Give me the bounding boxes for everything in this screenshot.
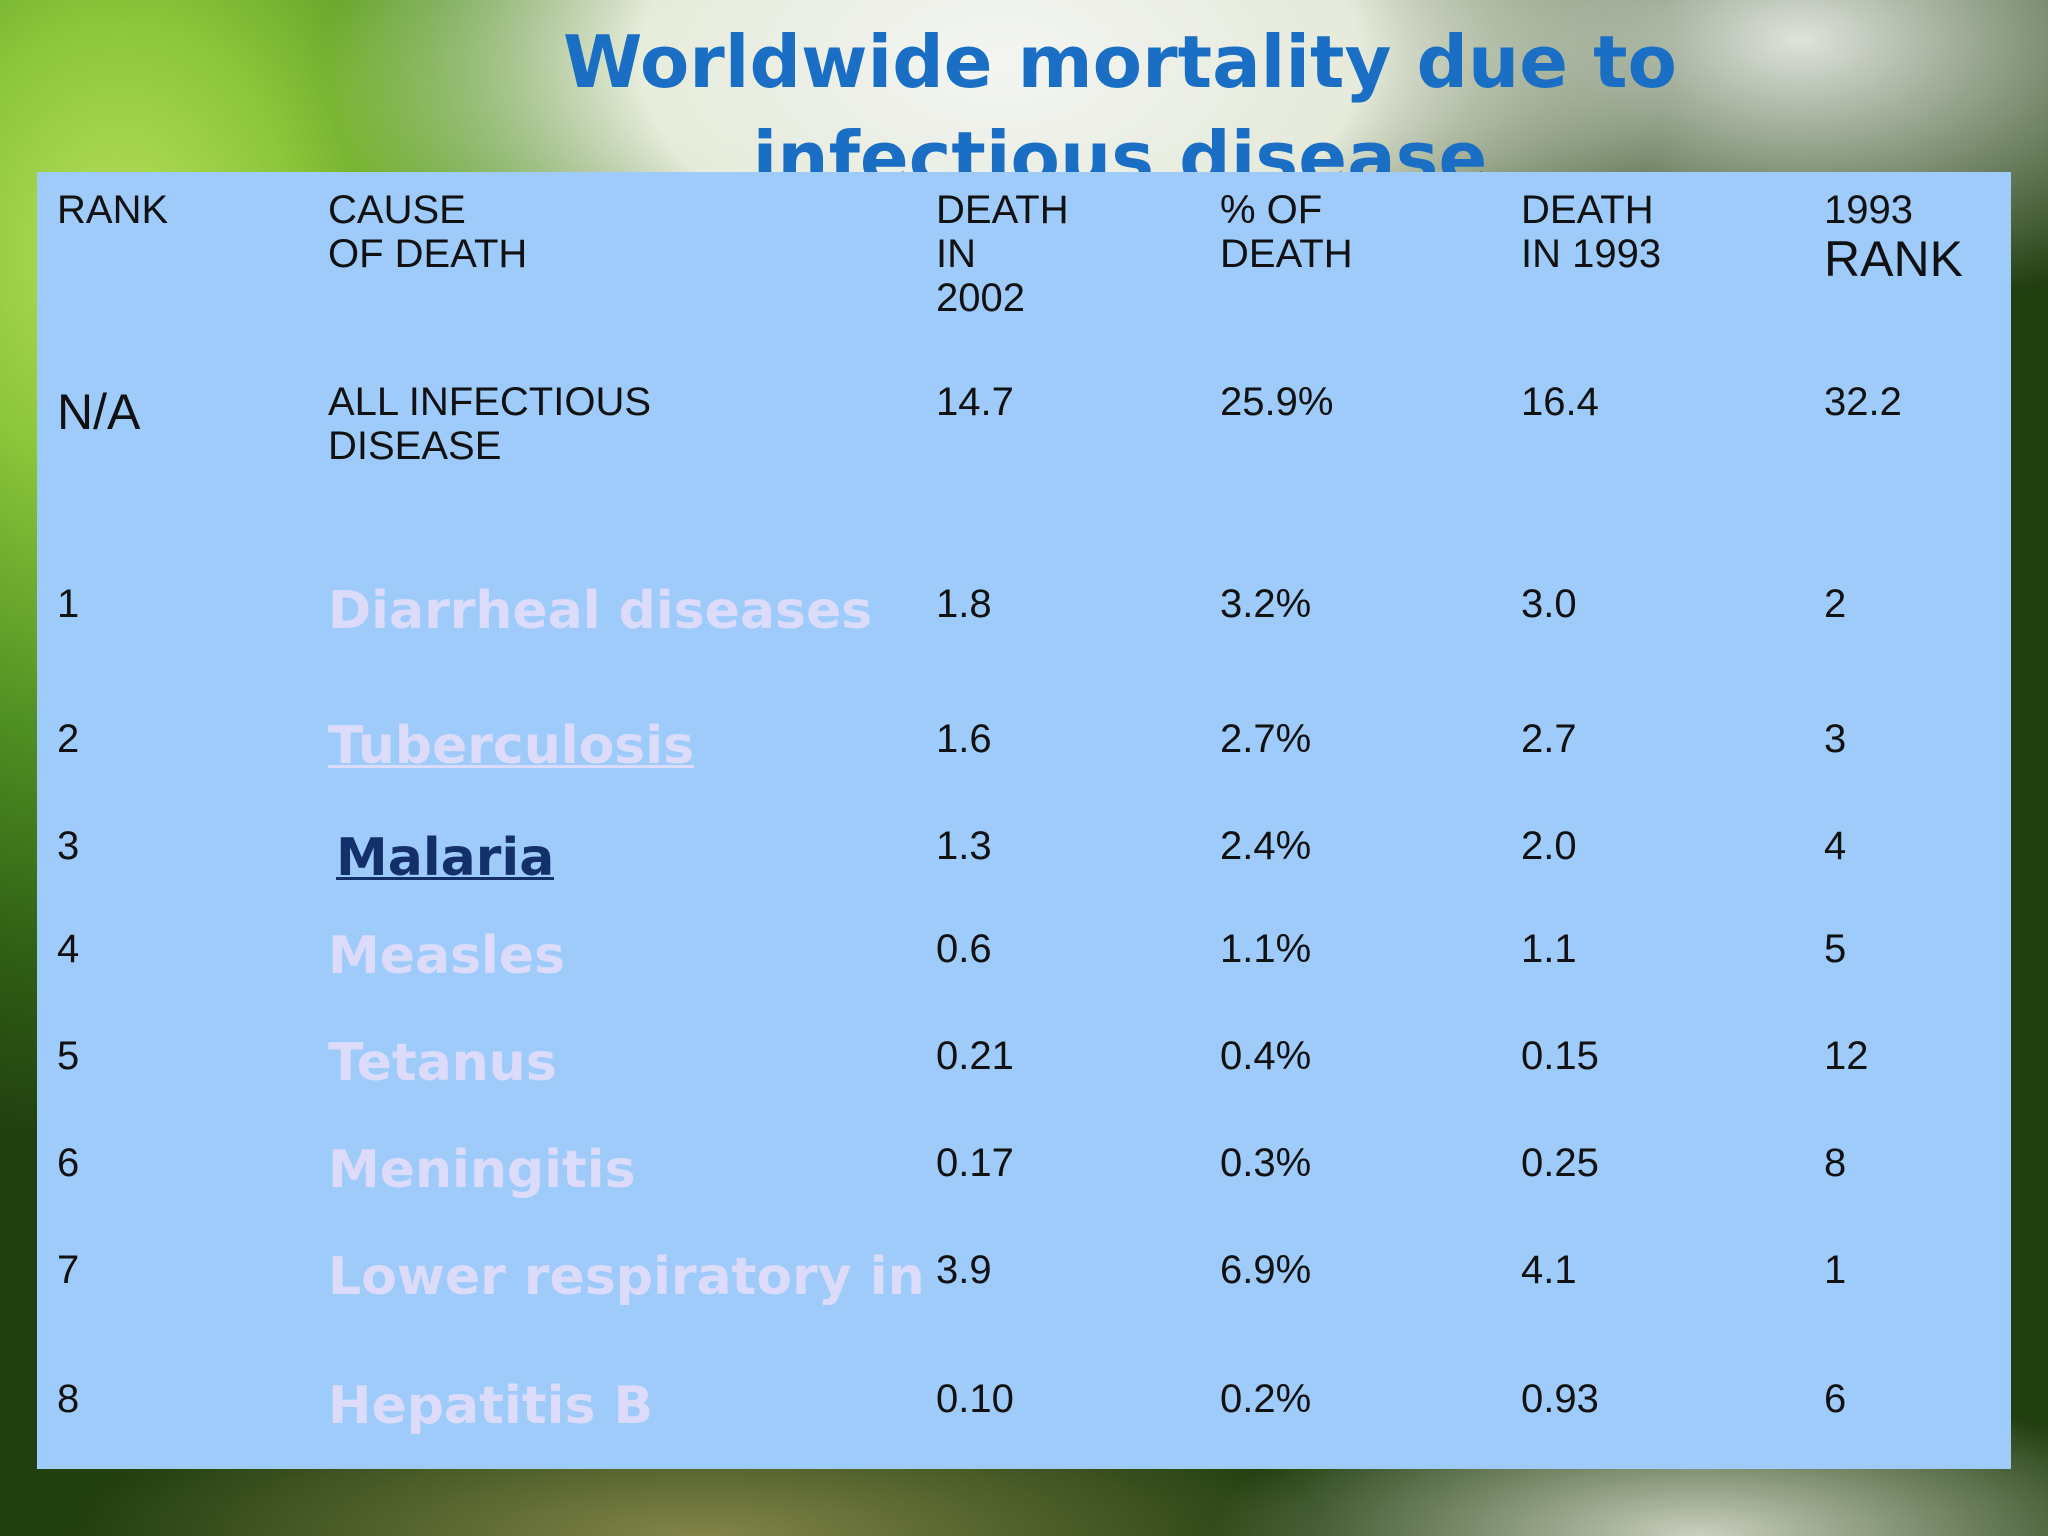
row-6-percent: 0.3%: [1220, 1141, 1312, 1185]
row-5-cause: Tetanus: [328, 1034, 557, 1092]
header-rank: RANK: [57, 188, 168, 232]
all-row-rank: N/A: [57, 384, 141, 440]
row-4-cause: Measles: [328, 927, 566, 985]
row-4-percent: 1.1%: [1220, 927, 1312, 971]
row-2-rank: 2: [57, 717, 80, 761]
row-1-death-1993: 3.0: [1521, 582, 1577, 626]
row-6-death-2002: 0.17: [936, 1141, 1014, 1185]
row-5-death-1993: 0.15: [1521, 1034, 1599, 1078]
header-death-1993: DEATH IN 1993: [1521, 188, 1661, 276]
row-1-rank-1993: 2: [1824, 582, 1847, 626]
row-3-cause-link[interactable]: Malaria: [336, 829, 555, 887]
header-death-2002: DEATH IN 2002: [936, 188, 1069, 320]
all-row-percent: 25.9%: [1220, 380, 1334, 424]
header-death-2002-line: DEATH: [936, 188, 1069, 232]
all-row-cause-line: ALL INFECTIOUS: [328, 380, 652, 424]
header-rank-1993-line: 1993: [1824, 188, 1913, 232]
header-cause: CAUSE OF DEATH: [328, 188, 527, 276]
header-death-1993-line: IN 1993: [1521, 232, 1662, 276]
row-5-percent: 0.4%: [1220, 1034, 1312, 1078]
header-death-2002-line: 2002: [936, 276, 1025, 320]
header-death-2002-line: IN: [936, 232, 976, 276]
row-6-cause: Meningitis: [328, 1141, 636, 1199]
row-1-rank: 1: [57, 582, 80, 626]
row-3-death-2002: 1.3: [936, 824, 992, 868]
row-6-rank-1993: 8: [1824, 1141, 1847, 1185]
header-rank-1993: 1993 RANK: [1824, 188, 1963, 286]
row-8-percent: 0.2%: [1220, 1377, 1312, 1421]
header-rank-line: RANK: [57, 188, 169, 232]
header-death-1993-line: DEATH: [1521, 188, 1654, 232]
row-2-cause-link[interactable]: Tuberculosis: [328, 717, 695, 775]
row-8-rank-1993: 6: [1824, 1377, 1847, 1421]
row-2-percent: 2.7%: [1220, 717, 1312, 761]
row-4-rank-1993: 5: [1824, 927, 1847, 971]
row-6-death-1993: 0.25: [1521, 1141, 1599, 1185]
row-1-death-2002: 1.8: [936, 582, 992, 626]
mortality-table: RANK CAUSE OF DEATH DEATH IN 2002 % OF D…: [37, 172, 2011, 1469]
header-percent: % OF DEATH: [1220, 188, 1353, 276]
all-row-cause: ALL INFECTIOUS DISEASE: [328, 380, 651, 468]
header-rank-1993-line: RANK: [1824, 231, 1963, 287]
row-4-death-2002: 0.6: [936, 927, 992, 971]
row-3-rank: 3: [57, 824, 80, 868]
row-7-percent: 6.9%: [1220, 1248, 1312, 1292]
row-8-death-2002: 0.10: [936, 1377, 1014, 1421]
row-6-rank: 6: [57, 1141, 80, 1185]
row-1-percent: 3.2%: [1220, 582, 1312, 626]
row-8-rank: 8: [57, 1377, 80, 1421]
row-2-death-1993: 2.7: [1521, 717, 1577, 761]
row-7-cause: Lower respiratory in: [328, 1248, 924, 1306]
row-3-percent: 2.4%: [1220, 824, 1312, 868]
row-8-cause: Hepatitis B: [328, 1377, 654, 1435]
row-2-rank-1993: 3: [1824, 717, 1847, 761]
header-cause-line: OF DEATH: [328, 232, 528, 276]
all-row-death-2002: 14.7: [936, 380, 1014, 424]
all-row-rank-1993: 32.2: [1824, 380, 1902, 424]
all-row-cause-line: DISEASE: [328, 424, 502, 468]
row-5-rank: 5: [57, 1034, 80, 1078]
header-cause-line: CAUSE: [328, 188, 466, 232]
row-4-rank: 4: [57, 927, 80, 971]
row-7-death-2002: 3.9: [936, 1248, 992, 1292]
row-7-rank-1993: 1: [1824, 1248, 1847, 1292]
header-percent-line: DEATH: [1220, 232, 1353, 276]
row-2-death-2002: 1.6: [936, 717, 992, 761]
row-3-death-1993: 2.0: [1521, 824, 1577, 868]
row-7-rank: 7: [57, 1248, 80, 1292]
row-5-death-2002: 0.21: [936, 1034, 1014, 1078]
row-7-death-1993: 4.1: [1521, 1248, 1577, 1292]
header-percent-line: % OF: [1220, 188, 1323, 232]
row-4-death-1993: 1.1: [1521, 927, 1577, 971]
row-3-rank-1993: 4: [1824, 824, 1847, 868]
row-1-cause: Diarrheal diseases: [328, 582, 873, 640]
row-5-rank-1993: 12: [1824, 1034, 1869, 1078]
row-8-death-1993: 0.93: [1521, 1377, 1599, 1421]
all-row-death-1993: 16.4: [1521, 380, 1599, 424]
